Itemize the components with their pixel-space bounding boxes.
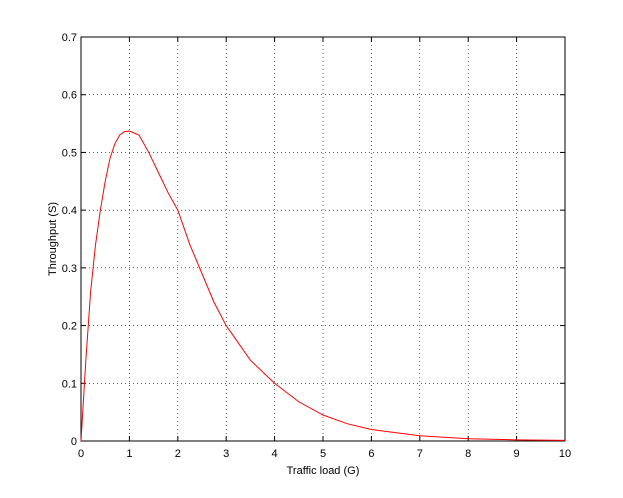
x-tick-label: 8 <box>465 448 471 460</box>
x-tick-label: 3 <box>223 448 229 460</box>
y-axis-label: Throughput (S) <box>47 202 59 276</box>
x-tick-label: 6 <box>368 448 374 460</box>
y-tick-label: 0.3 <box>62 263 77 275</box>
y-tick-label: 0.4 <box>62 205 77 217</box>
y-tick-label: 0.1 <box>62 378 77 390</box>
y-tick-label: 0.5 <box>62 147 77 159</box>
x-axis-label: Traffic load (G) <box>287 465 360 477</box>
x-tick-label: 1 <box>126 448 132 460</box>
x-tick-label: 5 <box>320 448 326 460</box>
y-tick-label: 0.7 <box>62 32 77 44</box>
line-series <box>80 130 566 442</box>
x-tick-label: 2 <box>175 448 181 460</box>
x-tick-label: 9 <box>514 448 520 460</box>
y-tick-label: 0 <box>71 436 77 448</box>
y-tick-label: 0.6 <box>62 90 77 102</box>
x-tick-label: 7 <box>417 448 423 460</box>
x-tick-label: 0 <box>78 448 84 460</box>
x-tick-label: 10 <box>559 448 571 460</box>
x-tick-label: 4 <box>272 448 278 460</box>
y-tick-label: 0.2 <box>62 321 77 333</box>
